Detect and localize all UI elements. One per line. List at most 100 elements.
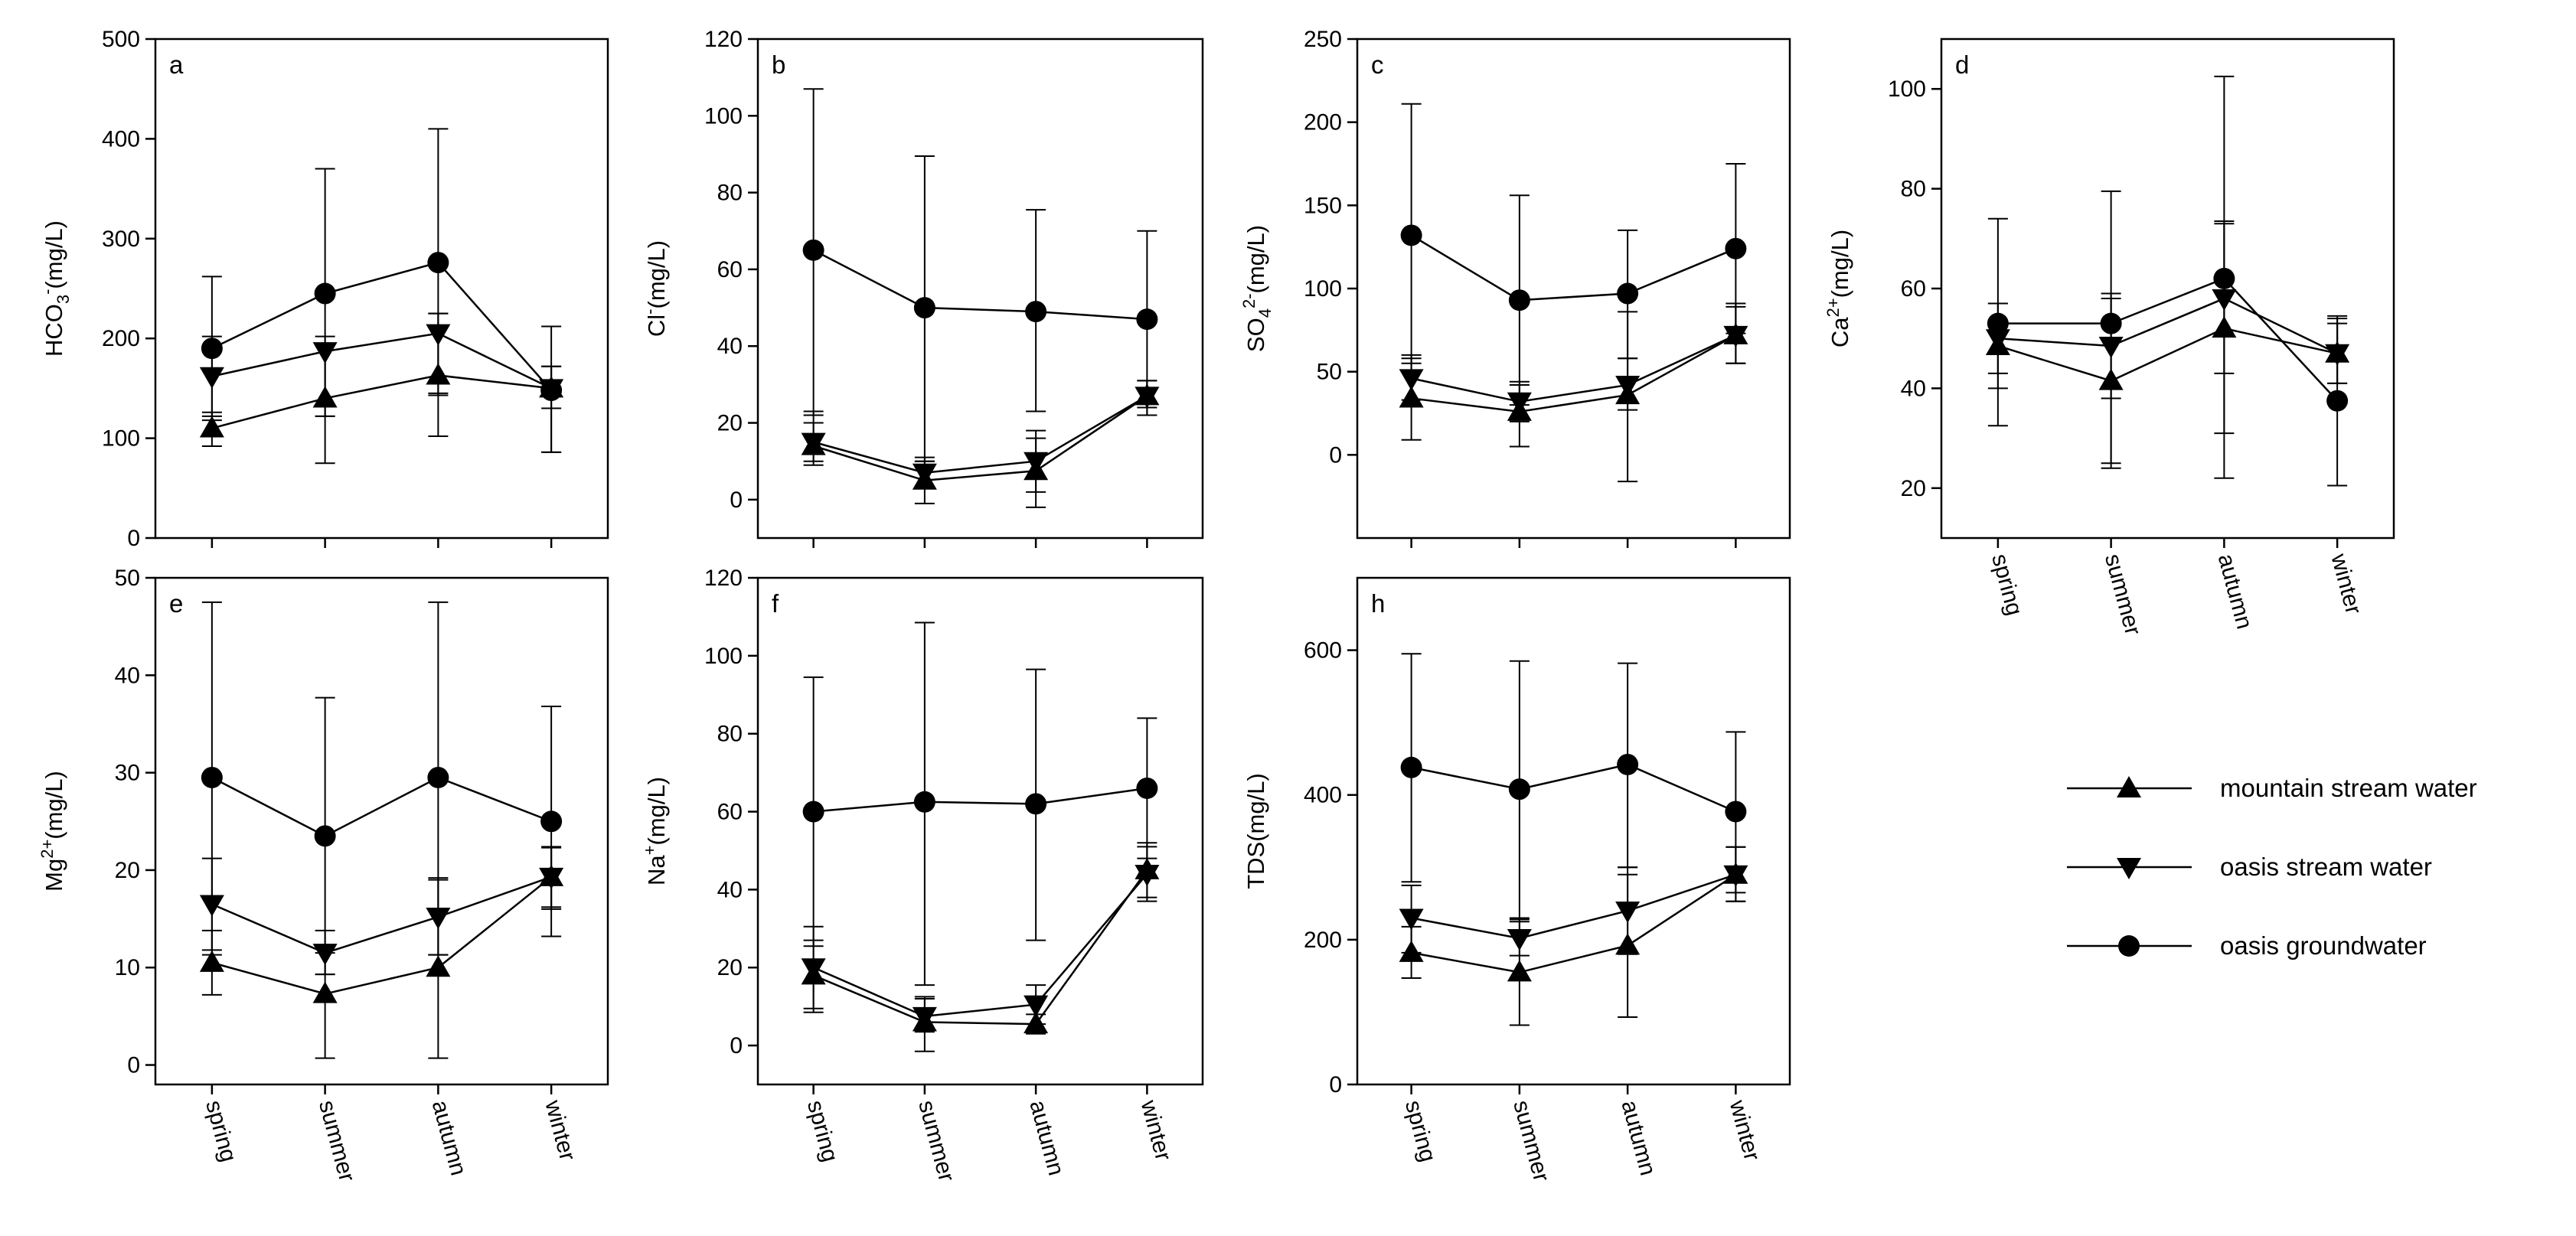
data-point (201, 766, 223, 788)
y-tick-label: 200 (102, 326, 140, 351)
data-point (1135, 865, 1160, 887)
data-point (1400, 224, 1422, 246)
data-point (913, 297, 935, 319)
panel-label: a (169, 51, 184, 79)
y-axis-label: Mg2+(mg/L) (38, 771, 67, 892)
y-tick-label: 200 (1304, 110, 1342, 135)
data-point (1723, 325, 1748, 347)
panel-label: f (772, 589, 779, 618)
x-tick-label-autumn: autumn (2213, 551, 2258, 631)
panel-h: 0 200 400 600 spring summer autumn winter h TDS(m… (1242, 576, 1791, 1184)
y-tick-label: 50 (115, 566, 140, 591)
series-line (211, 776, 552, 837)
data-point (1024, 995, 1049, 1017)
series-line (813, 249, 1148, 321)
y-tick-label: 0 (127, 526, 140, 551)
series-line (1410, 234, 1736, 302)
panel-b: 0 20 40 60 80 100 120 b Cl-(mg/L) (640, 27, 1204, 548)
series-oasis-groundwater (802, 88, 1158, 462)
y-tick-label: 200 (1304, 928, 1342, 953)
x-tick-label-autumn: autumn (1024, 1097, 1069, 1178)
data-point (314, 282, 336, 305)
legend-item: oasis groundwater (2067, 931, 2427, 960)
panel-label: b (772, 51, 785, 79)
plot-frame (154, 38, 609, 540)
y-tick-label: 20 (717, 411, 743, 436)
y-tick-label: 30 (115, 761, 140, 786)
y-tick-label: 60 (717, 800, 743, 825)
data-point (1400, 756, 1422, 778)
y-tick-label: 80 (717, 722, 743, 747)
series-line (1997, 327, 2338, 382)
data-point (913, 791, 935, 813)
data-point (201, 338, 223, 360)
y-tick-label: 20 (1901, 476, 1926, 501)
y-tick-label: 100 (1888, 77, 1926, 102)
x-tick-label-summer: summer (1508, 1097, 1554, 1184)
data-point (1399, 908, 1424, 931)
plot-frame (1356, 576, 1791, 1086)
y-tick-label: 80 (1901, 177, 1926, 202)
series-oasis-stream-water (801, 380, 1160, 493)
data-point (1725, 801, 1747, 823)
x-tick-label-winter: winter (540, 1097, 580, 1163)
series-line (211, 876, 552, 995)
series-line (1997, 297, 2338, 354)
y-tick-label: 0 (127, 1053, 140, 1078)
panel-a: 0 100 200 300 400 500 a HCO3-(mg/L) (38, 27, 609, 551)
series-line (211, 261, 553, 391)
x-tick-label-winter: winter (1135, 1097, 1176, 1163)
x-tick-label-autumn: autumn (427, 1097, 472, 1178)
data-point (1508, 289, 1530, 311)
data-point (427, 252, 449, 274)
x-tick-label-spring: spring (1400, 1097, 1441, 1164)
y-tick-label: 0 (730, 1033, 743, 1058)
y-tick-label: 60 (1901, 276, 1926, 302)
series-oasis-groundwater (1400, 103, 1747, 406)
y-tick-label: 100 (704, 644, 743, 669)
x-tick-label-summer: summer (2100, 551, 2146, 638)
legend-marker (2117, 858, 2141, 879)
y-tick-label: 0 (1329, 1072, 1342, 1097)
data-point (540, 810, 563, 833)
plot-frame (1940, 38, 2395, 540)
data-point (1025, 793, 1047, 815)
data-point (1136, 308, 1158, 331)
x-tick-label-summer: summer (913, 1097, 959, 1184)
y-tick-label: 40 (115, 663, 140, 688)
y-tick-label: 600 (1304, 638, 1342, 664)
y-axis-label: HCO3-(mg/L) (38, 220, 73, 357)
series-mountain-stream-water (801, 380, 1160, 508)
series-oasis-groundwater (802, 621, 1158, 987)
x-tick-label-winter: winter (2326, 550, 2366, 617)
data-point (1507, 960, 1532, 982)
panel-c: 0 50 100 150 200 250 c SO42-(mg/L) (1239, 27, 1791, 548)
series-mountain-stream-water (199, 312, 564, 448)
data-point (1025, 301, 1047, 323)
series-line (1411, 334, 1736, 403)
series-oasis-groundwater (201, 128, 563, 465)
series-line (813, 395, 1148, 475)
series-oasis-stream-water (801, 842, 1160, 1033)
series-line (211, 332, 552, 390)
chart-panels: 0100200300400500aHCO3-(mg/L)020406080100… (38, 27, 2395, 1184)
y-tick-label: 40 (1901, 376, 1926, 401)
data-point (1507, 928, 1532, 951)
panel-e: 0 10 20 30 40 50 spring summer autumn winter e Mg2+… (38, 566, 609, 1184)
y-tick-label: 300 (102, 227, 140, 252)
legend-label: mountain stream water (2220, 774, 2477, 802)
data-point (912, 463, 937, 485)
plot-frame (756, 576, 1204, 1086)
x-tick-label-winter: winter (1724, 1097, 1765, 1163)
panel-d: 20 40 60 80 100 spring summer autumn winter d Ca2+… (1823, 38, 2395, 638)
data-point (802, 801, 824, 823)
series-line (1411, 763, 1736, 813)
legend-item: oasis stream water (2067, 853, 2432, 881)
data-point (801, 958, 826, 980)
y-tick-label: 50 (1317, 360, 1342, 385)
data-point (1617, 282, 1639, 305)
y-tick-label: 100 (704, 103, 743, 129)
y-tick-label: 150 (1304, 193, 1342, 218)
plot-frame (154, 576, 609, 1086)
